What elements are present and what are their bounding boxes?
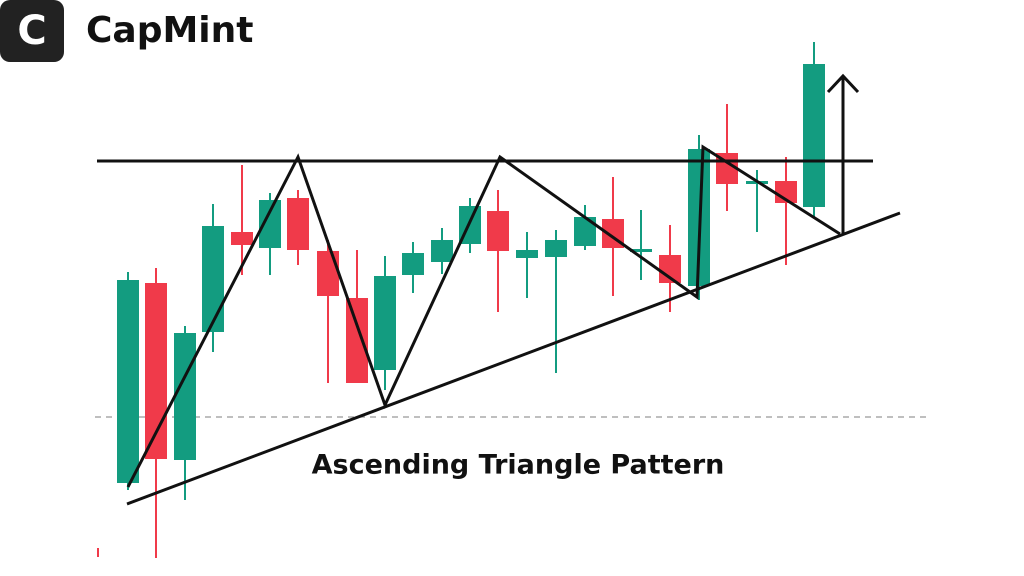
arrow-head (826, 73, 860, 94)
logo-box (0, 0, 64, 62)
candle-body (630, 249, 652, 252)
candle-body (803, 64, 825, 207)
candle-body (117, 280, 139, 483)
candle-body (516, 250, 538, 258)
candle-body (431, 240, 453, 262)
candle-body (174, 333, 196, 460)
candle-body (574, 217, 596, 246)
candle-body (346, 298, 368, 383)
diagram-title: Ascending Triangle Pattern (312, 450, 725, 481)
candle-body (317, 251, 339, 296)
brand-name: CapMint (86, 10, 253, 51)
candle-body (402, 253, 424, 275)
candle-body (659, 255, 681, 283)
price-path (126, 144, 841, 488)
candle-body (545, 240, 567, 257)
candle-body (231, 232, 253, 245)
candle-body (259, 200, 281, 248)
candle-body (202, 226, 224, 332)
logo-letter: C (17, 8, 46, 54)
trend-line (126, 211, 901, 506)
candle-body (374, 276, 396, 370)
candle-body (487, 211, 509, 251)
candle-body (287, 198, 309, 250)
candle-body (145, 283, 167, 459)
